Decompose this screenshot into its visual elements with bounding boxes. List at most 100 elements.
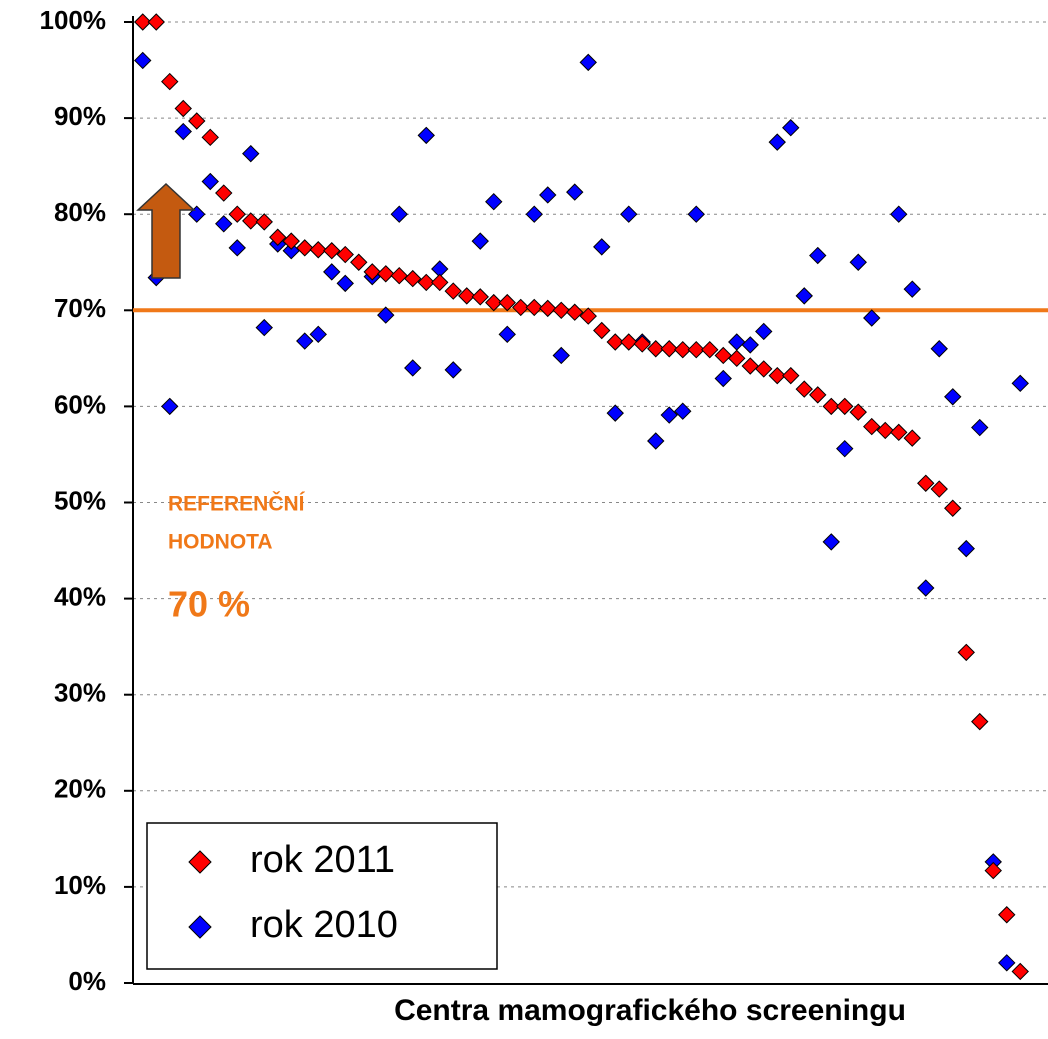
point bbox=[795, 287, 813, 305]
point bbox=[323, 263, 341, 281]
point bbox=[687, 205, 705, 223]
point bbox=[903, 429, 921, 447]
point bbox=[795, 380, 813, 398]
point bbox=[930, 340, 948, 358]
point bbox=[593, 321, 611, 340]
point bbox=[471, 288, 489, 306]
point bbox=[336, 274, 354, 293]
y-tick-label: 40% bbox=[54, 581, 106, 611]
point bbox=[579, 53, 597, 72]
point bbox=[350, 253, 368, 271]
point bbox=[377, 265, 395, 283]
point bbox=[525, 205, 543, 223]
point bbox=[498, 293, 516, 312]
point bbox=[458, 287, 476, 305]
legend-marker bbox=[188, 850, 212, 874]
y-tick-label: 20% bbox=[54, 774, 106, 804]
point bbox=[471, 232, 489, 250]
point bbox=[728, 349, 746, 368]
point bbox=[215, 184, 233, 202]
point bbox=[255, 318, 273, 337]
point bbox=[134, 51, 152, 70]
point bbox=[903, 280, 921, 298]
point bbox=[971, 712, 989, 731]
points bbox=[134, 13, 1029, 981]
point bbox=[147, 13, 165, 31]
y-tick-label: 100% bbox=[40, 5, 107, 35]
point bbox=[309, 325, 327, 344]
point bbox=[593, 238, 611, 256]
point bbox=[782, 366, 800, 385]
point bbox=[836, 397, 854, 416]
point bbox=[660, 340, 678, 358]
point bbox=[809, 386, 827, 404]
point bbox=[255, 213, 273, 231]
legend-label: rok 2010 bbox=[250, 904, 398, 946]
arrow bbox=[136, 182, 196, 279]
point bbox=[957, 643, 975, 662]
point bbox=[768, 133, 786, 151]
point bbox=[890, 205, 908, 223]
point bbox=[174, 99, 192, 118]
point bbox=[390, 205, 408, 223]
point bbox=[566, 183, 584, 201]
point bbox=[201, 172, 219, 191]
point bbox=[296, 239, 314, 257]
point bbox=[606, 333, 624, 351]
y-tick-label: 50% bbox=[54, 485, 106, 515]
point bbox=[647, 432, 665, 450]
point bbox=[404, 269, 422, 288]
point bbox=[134, 13, 152, 31]
point bbox=[633, 335, 651, 353]
point bbox=[444, 361, 462, 379]
point bbox=[377, 306, 395, 324]
point bbox=[390, 266, 408, 285]
point bbox=[917, 579, 935, 597]
point bbox=[404, 359, 422, 377]
legend bbox=[146, 822, 498, 970]
point bbox=[647, 340, 665, 358]
point bbox=[1011, 374, 1029, 393]
point bbox=[836, 439, 854, 458]
point bbox=[971, 418, 989, 437]
point bbox=[242, 144, 260, 163]
y-tick-label: 60% bbox=[54, 389, 106, 419]
point bbox=[741, 336, 759, 354]
point bbox=[930, 480, 948, 498]
point bbox=[620, 205, 638, 223]
y-tick-label: 10% bbox=[54, 870, 106, 900]
point bbox=[228, 205, 246, 223]
point bbox=[863, 309, 881, 327]
y-tick-label: 30% bbox=[54, 678, 106, 708]
point bbox=[552, 301, 570, 320]
point bbox=[714, 346, 732, 365]
point bbox=[174, 122, 192, 141]
point bbox=[957, 539, 975, 558]
x-axis-title: Centra mamografického screeningu bbox=[394, 994, 906, 1027]
point bbox=[336, 245, 354, 264]
point bbox=[782, 119, 800, 137]
legend-marker bbox=[188, 915, 212, 939]
annotation: HODNOTA bbox=[168, 531, 273, 554]
point bbox=[525, 298, 543, 317]
point bbox=[444, 282, 462, 300]
point bbox=[768, 366, 786, 385]
point bbox=[809, 246, 827, 265]
point bbox=[728, 333, 746, 351]
point bbox=[890, 423, 908, 442]
point bbox=[822, 533, 840, 551]
y-tick-label: 80% bbox=[54, 197, 106, 227]
point bbox=[755, 322, 773, 341]
point bbox=[309, 241, 327, 259]
point bbox=[552, 346, 570, 365]
point bbox=[269, 228, 287, 246]
point bbox=[984, 861, 1002, 880]
point bbox=[201, 128, 219, 147]
point bbox=[296, 332, 314, 350]
point bbox=[876, 421, 894, 440]
point bbox=[242, 212, 260, 230]
point bbox=[161, 72, 179, 91]
point bbox=[323, 242, 341, 260]
point bbox=[822, 397, 840, 416]
